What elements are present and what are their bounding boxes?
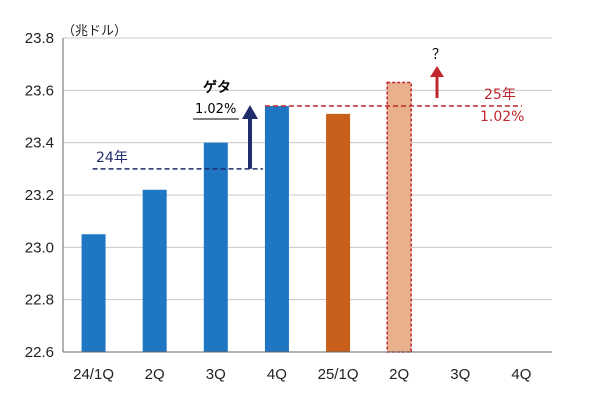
bar [326,113,351,352]
bars [81,81,412,353]
avg-2024-label: 24年 [96,150,128,166]
geta-label: ゲタ [203,79,231,96]
bar [203,142,228,352]
y-tick-label: 23.0 [25,239,54,256]
avg-2025-growth-label: 1.02% [480,109,524,125]
y-tick-label: 23.6 [25,82,54,99]
y-axis-tick-labels: 22.6 22.8 23.0 23.2 23.4 23.6 23.8 [25,30,54,361]
x-tick-label: 24/1Q [73,366,114,383]
y-tick-label: 23.4 [25,135,54,152]
x-tick-label: 4Q [267,366,287,383]
question-mark-label: ？ [432,47,446,63]
up-arrow-icon [242,105,258,169]
x-tick-label: 3Q [206,366,226,383]
y-axis-unit-label: （兆ドル） [62,24,127,39]
bar [264,106,289,353]
geta-arrow-head [242,105,258,120]
y-tick-label: 22.6 [25,344,54,361]
projection-up-arrow-icon [430,66,444,98]
bar [386,81,412,353]
bar [81,234,106,352]
bar [142,189,167,352]
projection-arrow-head [430,66,444,77]
x-axis-tick-labels: 24/1Q 2Q 3Q 4Q 25/1Q 2Q 3Q 4Q [73,366,531,383]
x-tick-label: 2Q [389,366,409,383]
x-tick-label: 25/1Q [318,366,359,383]
x-tick-label: 3Q [450,366,470,383]
geta-value-label: 1.02% [195,102,236,117]
x-tick-label: 2Q [145,366,165,383]
x-tick-label: 4Q [511,366,531,383]
y-tick-label: 23.2 [25,187,54,204]
y-tick-label: 22.8 [25,292,54,309]
avg-2025-label: 25年 [484,87,516,103]
y-tick-label: 23.8 [25,30,54,47]
